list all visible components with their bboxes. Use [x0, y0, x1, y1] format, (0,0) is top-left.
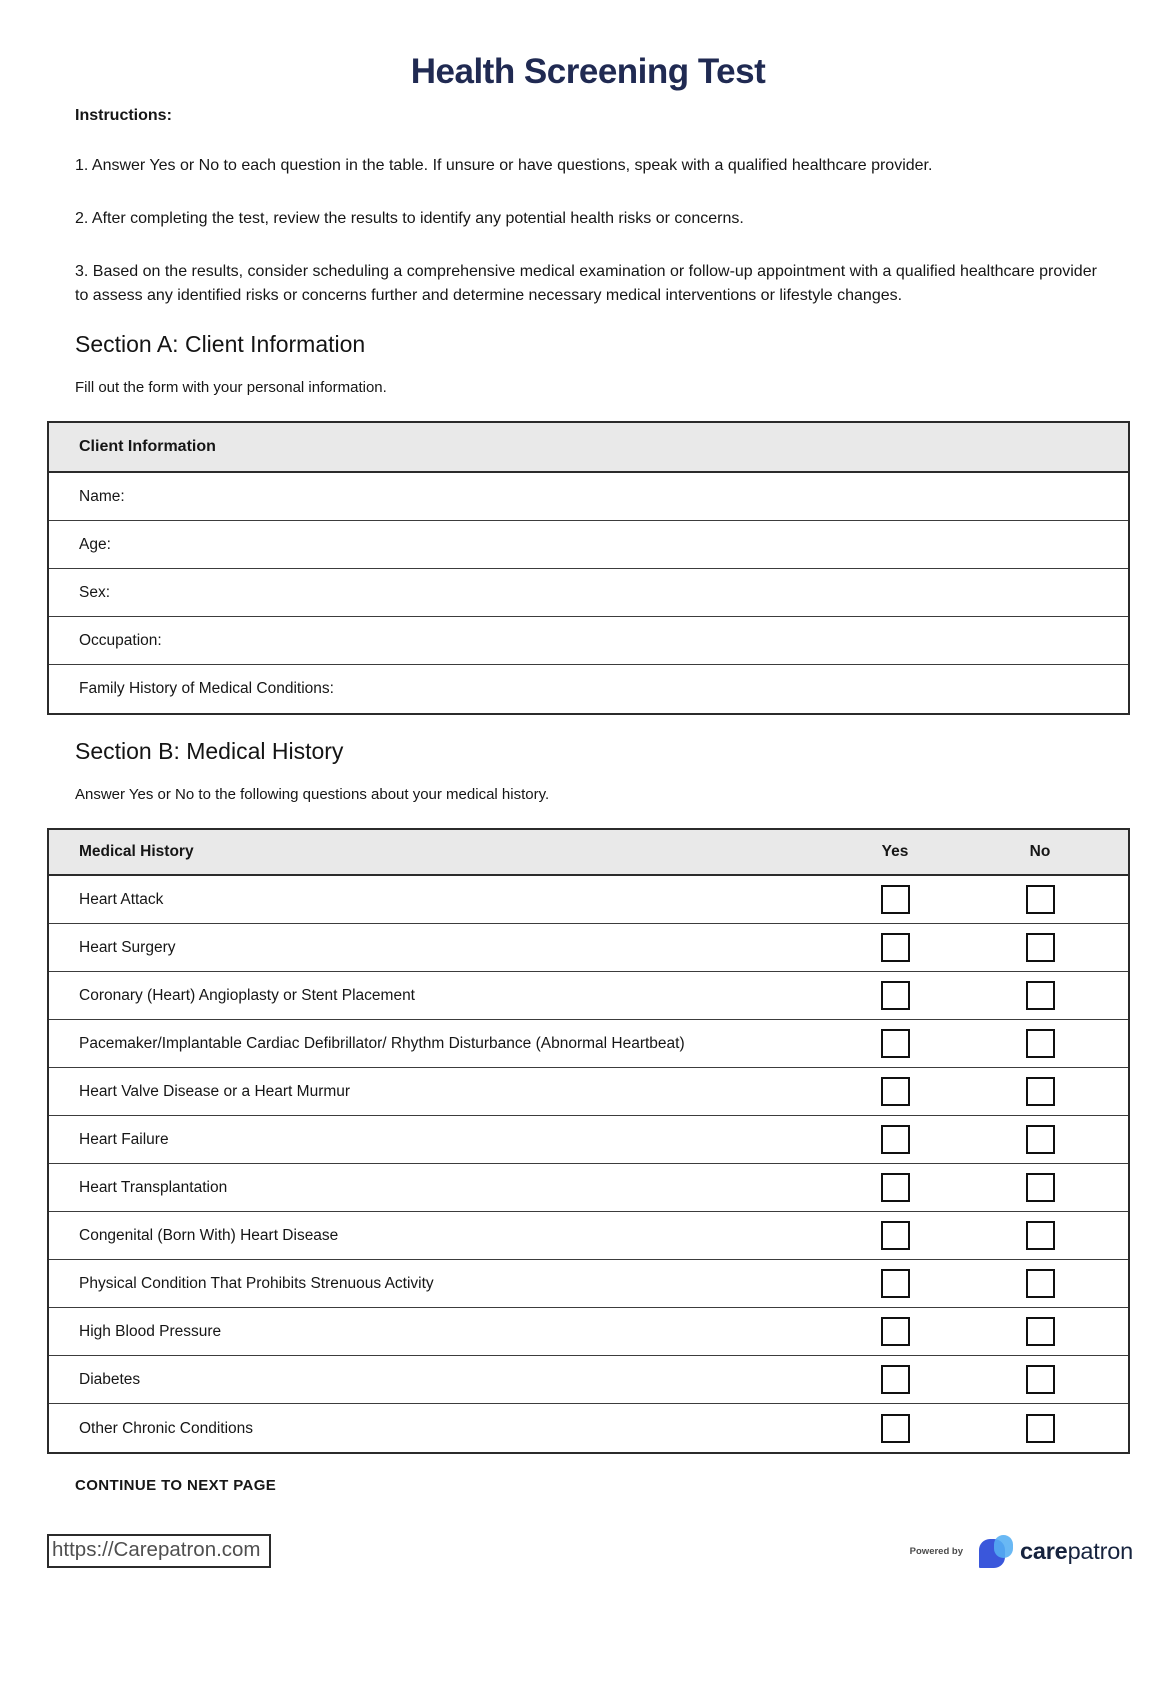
- yes-checkbox[interactable]: [880, 1269, 910, 1298]
- medical-table-header: Medical History: [79, 843, 194, 860]
- no-checkbox[interactable]: [1025, 1413, 1055, 1443]
- brand-patron: patron: [1067, 1537, 1134, 1564]
- no-checkbox[interactable]: [1025, 933, 1055, 962]
- carepatron-logo-icon: [979, 1535, 1013, 1568]
- no-checkbox[interactable]: [1025, 1365, 1055, 1394]
- yes-checkbox[interactable]: [880, 885, 910, 914]
- client-field-name-label: Name:: [79, 487, 125, 505]
- yes-column-header: Yes: [881, 843, 909, 860]
- medical-row-other-chronic-conditions: Other Chronic Conditions: [49, 1404, 1128, 1452]
- yes-checkbox[interactable]: [880, 1221, 910, 1250]
- no-checkbox[interactable]: [1025, 981, 1055, 1010]
- condition-label: Heart Failure: [79, 1131, 169, 1148]
- condition-label: Coronary (Heart) Angioplasty or Stent Pl…: [79, 987, 415, 1004]
- medical-row-heart-surgery: Heart Surgery: [49, 924, 1128, 972]
- medical-row-diabetes: Diabetes: [49, 1356, 1128, 1404]
- client-table-header: Client Information: [49, 423, 1128, 473]
- condition-label: Heart Valve Disease or a Heart Murmur: [79, 1083, 351, 1100]
- instructions-label: Instructions:: [75, 107, 172, 124]
- no-checkbox[interactable]: [1025, 1029, 1055, 1058]
- yes-checkbox[interactable]: [880, 933, 910, 962]
- client-field-sex-label: Sex:: [79, 583, 111, 601]
- yes-checkbox[interactable]: [880, 1029, 910, 1058]
- condition-label: High Blood Pressure: [79, 1323, 222, 1340]
- medical-row-coronary-angioplasty: Coronary (Heart) Angioplasty or Stent Pl…: [49, 972, 1128, 1020]
- section-a-heading: Section A: Client Information: [75, 331, 366, 357]
- client-field-family-history-label: Family History of Medical Conditions:: [79, 680, 334, 697]
- page-title: Health Screening Test: [410, 52, 766, 91]
- yes-checkbox[interactable]: [880, 1173, 910, 1202]
- carepatron-link[interactable]: https://Carepatron.com: [47, 1534, 271, 1568]
- condition-label: Heart Transplantation: [79, 1179, 228, 1196]
- client-field-occupation-label: Occupation:: [79, 631, 162, 649]
- no-checkbox[interactable]: [1025, 885, 1055, 914]
- client-information-table: Client Information Name: Age: Sex: Occup…: [47, 421, 1130, 715]
- medical-row-heart-failure: Heart Failure: [49, 1116, 1128, 1164]
- condition-label: Pacemaker/Implantable Cardiac Defibrilla…: [79, 1035, 685, 1052]
- medical-row-congenital-heart-disease: Congenital (Born With) Heart Disease: [49, 1212, 1128, 1260]
- client-row-name[interactable]: Name:: [49, 473, 1128, 521]
- no-checkbox[interactable]: [1025, 1317, 1055, 1346]
- no-checkbox[interactable]: [1025, 1125, 1055, 1154]
- condition-label: Diabetes: [79, 1371, 141, 1388]
- yes-checkbox[interactable]: [880, 981, 910, 1010]
- instruction-step-2: 2. After completing the test, review the…: [75, 210, 744, 227]
- carepatron-wordmark: carepatron: [1020, 1538, 1133, 1565]
- no-checkbox[interactable]: [1025, 1173, 1055, 1202]
- yes-checkbox[interactable]: [880, 1365, 910, 1394]
- medical-row-heart-valve-disease: Heart Valve Disease or a Heart Murmur: [49, 1068, 1128, 1116]
- medical-table-header-row: Medical History Yes No: [49, 830, 1128, 876]
- yes-checkbox[interactable]: [880, 1413, 910, 1443]
- client-row-age[interactable]: Age:: [49, 521, 1128, 569]
- condition-label: Other Chronic Conditions: [79, 1419, 254, 1437]
- client-row-occupation[interactable]: Occupation:: [49, 617, 1128, 665]
- powered-by-carepatron: Powered by carepatron: [910, 1530, 1133, 1572]
- no-column-header: No: [1029, 843, 1051, 860]
- condition-label: Heart Surgery: [79, 939, 176, 956]
- powered-by-label: Powered by: [909, 1545, 963, 1557]
- yes-checkbox[interactable]: [880, 1125, 910, 1154]
- yes-checkbox[interactable]: [880, 1317, 910, 1346]
- brand-care: care: [1020, 1537, 1068, 1564]
- no-checkbox[interactable]: [1025, 1077, 1055, 1106]
- client-row-sex[interactable]: Sex:: [49, 569, 1128, 617]
- medical-history-table: Medical History Yes No Heart Attack Hear…: [47, 828, 1130, 1454]
- page-footer: https://Carepatron.com Powered by carepa…: [47, 1530, 1133, 1572]
- condition-label: Congenital (Born With) Heart Disease: [79, 1227, 339, 1244]
- section-b-heading: Section B: Medical History: [75, 738, 344, 764]
- yes-checkbox[interactable]: [880, 1077, 910, 1106]
- client-field-age-label: Age:: [79, 535, 111, 553]
- condition-label: Physical Condition That Prohibits Strenu…: [79, 1275, 434, 1292]
- medical-row-high-blood-pressure: High Blood Pressure: [49, 1308, 1128, 1356]
- section-a-subtitle: Fill out the form with your personal inf…: [75, 379, 387, 396]
- instruction-step-1: 1. Answer Yes or No to each question in …: [75, 157, 933, 174]
- no-checkbox[interactable]: [1025, 1269, 1055, 1298]
- client-row-family-history[interactable]: Family History of Medical Conditions:: [49, 665, 1128, 713]
- medical-row-heart-transplantation: Heart Transplantation: [49, 1164, 1128, 1212]
- section-b-subtitle: Answer Yes or No to the following questi…: [75, 786, 550, 803]
- instruction-step-3: 3. Based on the results, consider schedu…: [75, 263, 1097, 304]
- medical-row-physical-condition: Physical Condition That Prohibits Strenu…: [49, 1260, 1128, 1308]
- continue-to-next-page-label: CONTINUE TO NEXT PAGE: [75, 1477, 277, 1494]
- no-checkbox[interactable]: [1025, 1221, 1055, 1250]
- medical-row-pacemaker: Pacemaker/Implantable Cardiac Defibrilla…: [49, 1020, 1128, 1068]
- medical-row-heart-attack: Heart Attack: [49, 876, 1128, 924]
- condition-label: Heart Attack: [79, 891, 164, 908]
